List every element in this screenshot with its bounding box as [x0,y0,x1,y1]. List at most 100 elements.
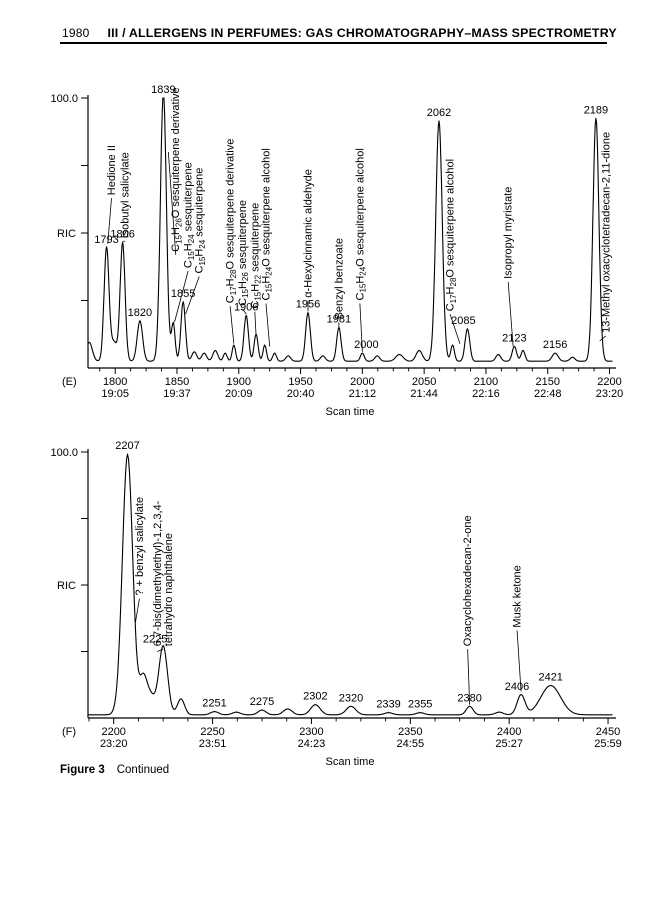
chromatogram-trace [87,97,613,362]
peak-scan-label: 2225 [143,634,167,646]
annotation-leader-line [174,270,189,323]
x-tick-scan-label: 2350 [398,726,422,738]
x-tick-time-label: 23:20 [100,738,128,750]
peak-scan-label: 2189 [584,104,608,116]
peak-scan-label: 2320 [339,692,363,704]
page-number: 1980 [62,26,90,40]
annotation-leader-line [157,648,164,652]
annotation-leader-line [467,649,471,705]
figure-caption-text: Continued [116,764,170,776]
x-tick-scan-label: 1900 [227,376,251,388]
peak-scan-label: 2406 [505,681,529,693]
peak-scan-label: 2085 [451,315,475,327]
x-tick-time-label: 24:23 [298,738,326,750]
y-axis-label: RIC [57,580,76,592]
header-rule [60,42,607,44]
y-max-label: 100.0 [50,93,78,105]
compound-annotation: C15H24O sesquiterpene alcohol [354,148,367,300]
x-tick-time-label: 25:27 [495,738,523,750]
annotation-leader-line [449,314,461,344]
x-tick-scan-label: 2200 [101,726,125,738]
panel-label: (E) [62,376,77,388]
x-tick-time-label: 19:05 [101,388,129,400]
compound-annotation: C15H24 sesquiterpene [194,168,207,274]
annotation-leader-line [229,306,235,344]
page-header: 1980 III / ALLERGENS IN PERFUMES: GAS CHR… [62,24,617,42]
x-tick-time-label: 20:40 [287,388,315,400]
x-tick-scan-label: 2100 [474,376,498,388]
x-tick-scan-label: 2050 [412,376,436,388]
annotation-leader-line [167,151,177,255]
compound-annotation: Isobutyl salicylate [120,152,132,238]
x-tick-scan-label: 2300 [299,726,323,738]
x-tick-scan-label: 1800 [103,376,127,388]
compound-annotation: C15H24 sesquiterpene [183,162,196,268]
peak-scan-label: 1839 [151,84,175,96]
running-head-title: III / ALLERGENS IN PERFUMES: GAS CHROMAT… [107,26,617,40]
y-axis-label: RIC [57,228,76,240]
x-tick-time-label: 23:51 [199,738,227,750]
compound-annotation: Hedione II [106,145,118,195]
x-tick-scan-label: 2250 [200,726,224,738]
x-tick-time-label: 24:55 [397,738,425,750]
x-tick-time-label: 21:12 [349,388,377,400]
compound-annotation: α-Hexylcinnamic aldehyde [302,169,314,298]
peak-scan-label: 2355 [408,699,432,711]
x-tick-scan-label: 1950 [288,376,312,388]
compound-annotation: C17H28O sesquiterpene derivative [225,139,238,304]
peak-scan-label: 2123 [502,332,526,344]
x-axis-label: Scan time [326,756,375,768]
compound-annotation: C15H26 sesquiterpene [237,200,250,306]
compound-annotation: C17H28O sesquiterpene alcohol [445,159,458,311]
x-tick-scan-label: 2450 [596,726,620,738]
x-tick-time-label: 22:16 [472,388,500,400]
annotation-leader-line [265,303,271,347]
figure-caption: Figure 3 Continued [60,764,169,776]
x-tick-time-label: 20:09 [225,388,253,400]
annotation-leader-line [359,303,363,352]
annotation-leader-line [599,335,607,342]
peak-scan-label: 1855 [171,288,195,300]
compound-annotation: Oxacyclohexadecan-2-one [462,515,474,646]
peak-scan-label: 2339 [376,699,400,711]
peak-scan-label: 2421 [538,672,562,684]
peak-scan-label: 2062 [427,107,451,119]
x-tick-scan-label: 2200 [597,376,621,388]
annotation-leader-line [507,281,514,347]
compound-annotation: Isopropyl myristate [503,187,515,279]
chromatogram-trace [87,453,613,716]
x-tick-time-label: 19:37 [163,388,191,400]
x-tick-scan-label: 2150 [535,376,559,388]
compound-annotation: C15H24O sesquiterpene alcohol [260,148,273,300]
peak-scan-label: 2000 [354,339,378,351]
x-tick-time-label: 22:48 [534,388,562,400]
y-max-label: 100.0 [50,447,78,459]
compound-annotation: Musk ketone [512,565,524,627]
peak-scan-label: 1906 [234,301,258,313]
peak-scan-label: 1806 [110,228,134,240]
peak-scan-label: 1820 [128,307,152,319]
annotation-leader-line [242,308,247,315]
x-axis-label: Scan time [326,406,375,418]
peak-scan-label: 1981 [327,314,351,326]
compound-annotation: Benzyl benzoate [333,238,345,319]
annotation-leader-line [135,598,140,623]
x-tick-scan-label: 2400 [497,726,521,738]
annotation-leader-line [516,630,522,692]
compound-annotation: tetrahydro naphthalene [163,533,175,646]
x-tick-time-label: 21:44 [410,388,438,400]
peak-scan-label: 2156 [543,339,567,351]
x-tick-time-label: 25:59 [594,738,622,750]
peak-scan-label: 2251 [202,698,226,710]
compound-annotation: C15H26O sesquiterpene derivative [170,87,183,252]
figure-caption-label: Figure 3 [60,764,105,776]
compound-annotation: C15H22 sesquiterpene [249,203,262,309]
peak-scan-label: 2207 [115,440,139,452]
compound-annotation: ? + benzyl salicylate [134,497,146,596]
x-tick-time-label: 23:20 [596,388,624,400]
peak-scan-label: 1793 [94,234,118,246]
annotation-leader-line [185,276,200,315]
annotation-leader-line [107,198,112,244]
